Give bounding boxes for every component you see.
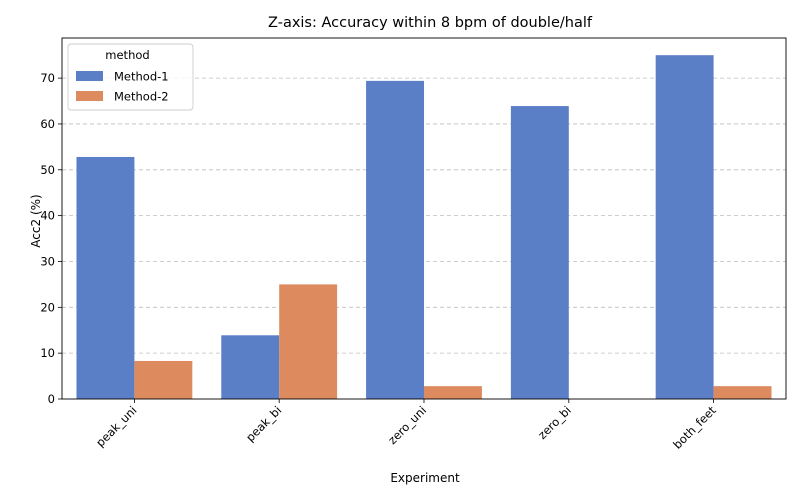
y-tick-label: 20 xyxy=(40,300,55,314)
y-tick-label: 0 xyxy=(48,392,55,406)
x-tick-label: peak_bi xyxy=(243,403,284,444)
legend-label-method-1: Method-1 xyxy=(114,70,169,84)
legend-swatch-method-2 xyxy=(76,91,103,101)
bar-method-1-peak_uni xyxy=(76,156,135,399)
x-ticks: peak_uni peak_bi zero_uni zero_bi both_feet xyxy=(93,399,719,452)
x-tick-label: both_feet xyxy=(670,403,719,452)
y-tick-label: 70 xyxy=(40,71,55,85)
legend-title: method xyxy=(105,48,149,62)
legend-label-method-2: Method-2 xyxy=(114,90,169,104)
y-tick-label: 10 xyxy=(40,346,55,360)
x-tick-label: zero_bi xyxy=(535,403,574,442)
bars xyxy=(76,55,772,400)
bar-method-1-peak_bi xyxy=(221,335,280,399)
legend-swatch-method-1 xyxy=(76,71,103,81)
chart-title: Z-axis: Accuracy within 8 bpm of double/… xyxy=(268,15,593,31)
bar-method-2-zero_uni xyxy=(424,386,482,399)
y-tick-label: 60 xyxy=(40,117,55,131)
bar-method-1-zero_uni xyxy=(366,80,424,400)
bar-method-1-both_feet xyxy=(655,55,714,399)
y-tick-label: 40 xyxy=(40,209,55,223)
bar-method-1-zero_bi xyxy=(510,106,569,400)
bar-method-2-both_feet xyxy=(713,386,772,399)
x-tick-label: peak_uni xyxy=(93,403,139,449)
bar-method-2-peak_bi xyxy=(279,284,338,399)
y-ticks: 0 10 20 30 40 50 60 70 xyxy=(40,71,62,406)
y-axis-label: Acc2 (%) xyxy=(29,194,43,247)
bar-method-2-peak_uni xyxy=(134,360,193,399)
legend: method Method-1 Method-2 xyxy=(67,43,194,111)
x-axis-label: Experiment xyxy=(390,471,460,485)
y-tick-label: 50 xyxy=(40,163,55,177)
y-tick-label: 30 xyxy=(40,254,55,268)
x-tick-label: zero_uni xyxy=(385,403,429,447)
